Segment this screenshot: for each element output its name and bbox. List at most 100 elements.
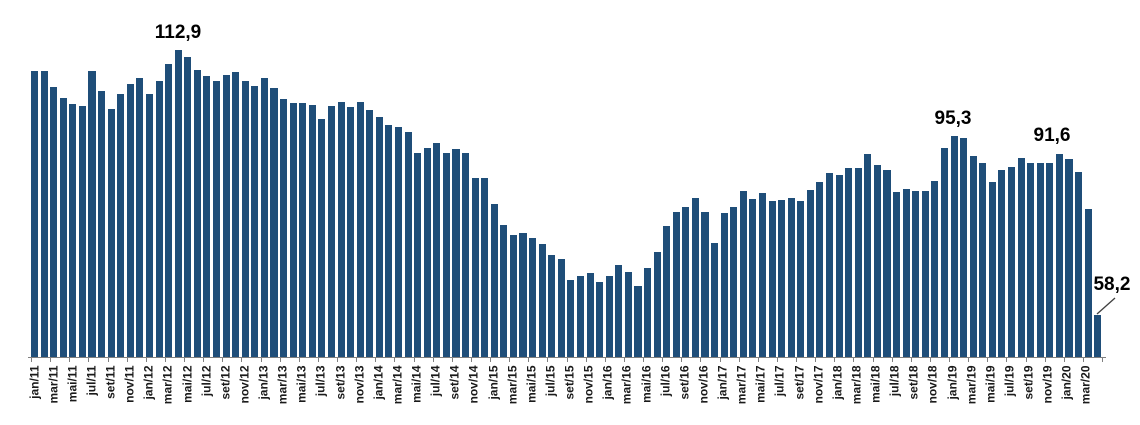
bar [78,106,86,357]
x-axis-label: mar/13 [275,365,290,405]
bar [280,98,288,357]
bar [730,207,738,357]
bar [758,193,767,357]
x-axis-tick [1044,358,1046,362]
x-axis-tick [470,358,472,362]
bar [529,237,537,357]
x-axis-tick [929,358,931,362]
bar [835,175,843,357]
x-axis-tick [719,358,721,362]
bar [940,148,948,357]
x-axis-label: mai/16 [639,365,653,403]
x-axis-label: mar/15 [505,365,520,405]
bar [1007,166,1016,357]
bar [615,264,623,357]
x-axis-label: jul/19 [1002,365,1017,397]
bar [232,72,240,357]
annotation-peak-2019: 95,3 [934,108,972,129]
x-axis-tick [317,358,319,362]
x-axis-tick [853,358,855,362]
bar [1017,158,1025,357]
x-axis-label: mai/11 [65,365,80,403]
x-axis-label: jan/18 [830,365,845,400]
x-axis-label: jan/16 [600,365,615,400]
bar [385,125,393,357]
bar [299,103,307,357]
x-axis-label: set/12 [218,365,233,400]
bar [136,77,144,357]
x-axis-label: jan/12 [141,365,156,400]
bar [854,168,862,357]
bar [778,200,786,357]
x-axis-tick [1082,358,1084,362]
x-axis-tick [50,358,52,362]
x-axis-tick [279,358,281,362]
x-axis-tick [528,358,530,362]
x-axis-tick [356,358,358,362]
x-axis-tick [776,358,778,362]
x-axis-label: nov/18 [925,365,940,404]
x-axis-label: mai/19 [983,365,998,403]
bar [174,50,182,357]
x-axis-label: mar/16 [619,365,634,405]
bar [1027,162,1035,357]
x-axis-label: nov/12 [237,365,252,404]
x-axis-label: set/13 [333,365,347,400]
bar [212,80,221,357]
bar [825,172,834,357]
bar [442,153,450,357]
x-axis-tick [949,358,950,362]
bar [289,103,297,357]
x-axis-label: jan/15 [486,365,500,400]
bar [988,181,996,357]
bar [691,197,699,357]
x-axis-label: set/14 [447,365,462,400]
x-axis-tick [987,358,989,362]
x-axis-tick [413,358,415,362]
bar [433,142,441,357]
x-axis-tick [700,358,702,362]
bar [873,165,881,357]
bar [557,258,565,357]
x-axis-label: mar/11 [46,365,61,404]
bar [107,109,115,357]
x-axis-tick [757,358,759,362]
bar [69,103,77,357]
x-axis-tick [815,358,817,362]
x-axis-tick [662,358,664,362]
x-axis-tick [968,358,970,362]
x-axis-tick [88,358,90,362]
bar [241,81,249,357]
x-axis-tick [585,358,587,362]
x-axis-tick [1063,358,1065,362]
bar [749,199,757,357]
bar [663,225,671,357]
bar [538,244,546,357]
bar [797,201,805,357]
x-axis-tick [107,358,109,362]
bar [586,272,594,357]
x-axis-tick [509,358,511,362]
bar [1055,153,1063,357]
bar [88,71,96,357]
x-axis-label: nov/13 [352,365,367,404]
x-axis-label: jul/17 [772,365,787,397]
x-axis-tick [623,358,625,362]
bar [912,190,920,357]
x-axis-tick [337,358,338,362]
x-axis-label: mai/18 [868,365,883,403]
bar [787,197,795,357]
bar [931,181,939,357]
x-axis-tick [184,358,185,362]
bar [567,280,575,357]
bar [462,152,470,357]
x-axis-tick [126,358,128,362]
x-axis-label: jul/12 [199,365,214,397]
bar [471,178,479,357]
x-axis-label: jul/16 [658,365,673,397]
bar [31,70,39,357]
bar [682,207,690,357]
annotation-dez-2019: 91,6 [1033,125,1071,146]
bar [634,285,642,357]
bar [145,93,154,357]
